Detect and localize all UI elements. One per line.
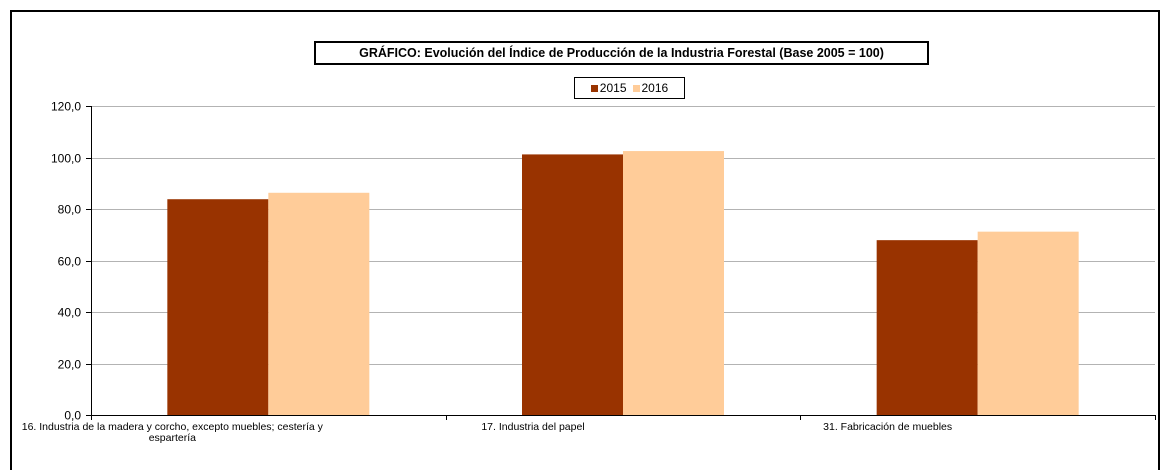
y-tick-label: 80,0 bbox=[58, 203, 82, 217]
bar-2015-2 bbox=[876, 240, 978, 415]
legend-label-2016: 2016 bbox=[641, 81, 669, 95]
legend: 2015 2016 bbox=[574, 77, 685, 99]
y-tick-label: 100,0 bbox=[51, 152, 81, 166]
chart-title: GRÁFICO: Evolución del Índice de Producc… bbox=[314, 41, 929, 65]
legend-item-2015: 2015 bbox=[590, 81, 627, 95]
y-tick-label: 60,0 bbox=[58, 255, 82, 269]
legend-swatch-2015 bbox=[590, 84, 598, 92]
axes bbox=[86, 106, 1156, 420]
bar-2016-0 bbox=[268, 192, 370, 415]
legend-label-2015: 2015 bbox=[599, 81, 627, 95]
y-tick-label: 20,0 bbox=[58, 358, 82, 372]
bar-2016-2 bbox=[977, 231, 1079, 415]
x-tick-label: 17. Industria del papel bbox=[481, 421, 584, 433]
tick-labels: 0,0 20,0 40,0 60,0 80,0 100,0 120,0 16. Industr… bbox=[22, 100, 952, 445]
legend-item-2016: 2016 bbox=[632, 81, 669, 95]
x-tick-label: 16. Industria de la madera y corcho, exc… bbox=[22, 421, 324, 433]
bar-2015-1 bbox=[522, 154, 623, 415]
y-tick-label: 120,0 bbox=[51, 100, 81, 114]
legend-swatch-2016 bbox=[632, 84, 640, 92]
y-tick-label: 40,0 bbox=[58, 306, 82, 320]
bars bbox=[167, 151, 1079, 415]
bar-2015-0 bbox=[167, 199, 269, 415]
bar-2016-1 bbox=[623, 151, 724, 415]
bar-chart: 0,0 20,0 40,0 60,0 80,0 100,0 120,0 16. Industr… bbox=[22, 100, 1156, 445]
y-tick-label: 0,0 bbox=[64, 409, 81, 423]
x-tick-label: 31. Fabricación de muebles bbox=[823, 421, 952, 433]
x-tick-label: espartería bbox=[149, 432, 196, 444]
